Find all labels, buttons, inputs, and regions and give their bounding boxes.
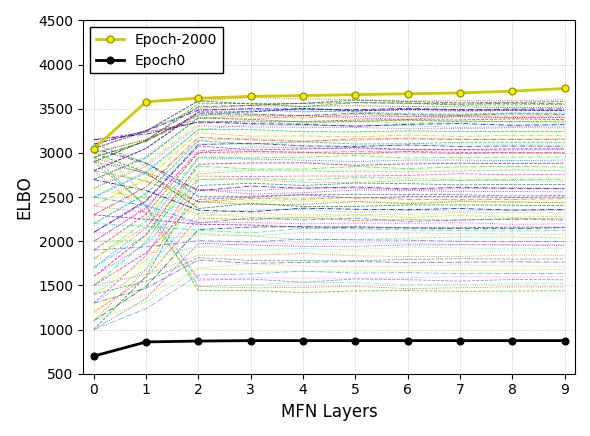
Epoch0 (143, 339, 150, 344)
Epoch-2000 (352, 92, 359, 97)
Epoch-2000 (404, 91, 411, 96)
Epoch-2000 (457, 90, 464, 95)
Epoch0 (90, 354, 97, 359)
X-axis label: MFN Layers: MFN Layers (281, 403, 378, 421)
Line: Epoch0: Epoch0 (90, 337, 568, 360)
Epoch0 (457, 338, 464, 343)
Epoch0 (352, 338, 359, 343)
Y-axis label: ELBO: ELBO (15, 175, 33, 219)
Epoch0 (561, 338, 568, 343)
Epoch0 (195, 338, 202, 344)
Line: Epoch-2000: Epoch-2000 (90, 85, 568, 152)
Epoch0 (404, 338, 411, 343)
Epoch0 (300, 338, 307, 343)
Legend: Epoch-2000, Epoch0: Epoch-2000, Epoch0 (90, 27, 222, 74)
Epoch-2000 (90, 146, 97, 151)
Epoch-2000 (143, 99, 150, 104)
Epoch-2000 (195, 95, 202, 101)
Epoch-2000 (561, 86, 568, 91)
Epoch-2000 (509, 89, 516, 94)
Epoch-2000 (247, 94, 254, 99)
Epoch-2000 (300, 93, 307, 98)
Epoch0 (247, 338, 254, 343)
Epoch0 (509, 338, 516, 343)
